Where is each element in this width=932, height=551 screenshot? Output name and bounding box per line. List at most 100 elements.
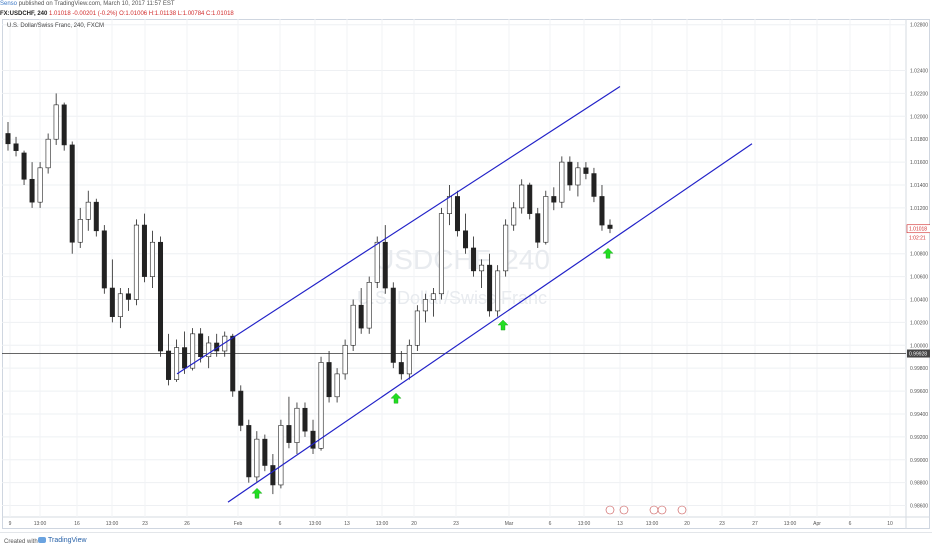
x-tick-label: Apr	[813, 521, 821, 527]
publish-text: published on TradingView.com, March 10, …	[17, 1, 175, 7]
candle-body-up	[334, 373, 340, 398]
event-flag-icon	[677, 505, 687, 515]
candle-body-up	[174, 347, 180, 380]
tradingview-brand: TradingView	[48, 537, 87, 544]
countdown-label: 1:02:21	[909, 236, 926, 242]
event-flag-icon	[619, 505, 629, 515]
last-price-label: 1.01018	[909, 227, 927, 233]
x-tick-label: 16	[74, 521, 80, 527]
channel-lower-line	[227, 143, 753, 503]
candle-body-up	[53, 104, 59, 140]
candle-body-up	[278, 425, 284, 486]
candle-body-down	[326, 362, 332, 398]
candle-body-up	[37, 167, 43, 203]
y-tick-label: 1.01200	[910, 206, 928, 212]
candle-body-down	[262, 438, 268, 466]
x-tick-label: 13:00	[578, 521, 591, 527]
symbol-info: FX:USDCHF, 240 1.01018 -0.00201 (-0.2%) …	[0, 10, 932, 18]
candle-body-down	[583, 167, 589, 174]
candle-body-down	[487, 264, 493, 312]
candle-body-down	[270, 465, 276, 486]
candle-body-up	[117, 293, 123, 317]
candle-body-down	[535, 213, 541, 243]
candle-body-down	[101, 230, 107, 289]
ohlc-values: O:1.01006 H:1.01138 L:1.00784 C:1.01018	[119, 11, 234, 17]
candlestick-chart[interactable]: 1.02800 1.02400 1.02200 1.02000 1.01800 1.016…	[2, 19, 930, 529]
x-tick-label: 10	[887, 521, 893, 527]
y-tick-label: 1.00000	[910, 343, 928, 349]
y-tick-label: 1.02400	[910, 69, 928, 75]
candle-body-down	[471, 247, 477, 272]
x-tick-label: 26	[184, 521, 190, 527]
last-price-label-bg	[906, 224, 930, 234]
candle-body-up	[543, 196, 549, 243]
x-tick-label: 20	[411, 521, 417, 527]
candle-body-up	[422, 299, 428, 312]
x-tick-label: 9	[9, 521, 12, 527]
candle-body-down	[382, 241, 388, 289]
y-tick-label: 1.01800	[910, 137, 928, 143]
candle-body-up	[149, 241, 155, 277]
candle-body-down	[61, 104, 67, 146]
y-tick-label: 0.98800	[910, 481, 928, 487]
y-tick-label: 1.02000	[910, 114, 928, 120]
candle-body-up	[45, 138, 51, 169]
x-tick-label: Mar	[505, 521, 514, 527]
y-tick-label: 1.01600	[910, 160, 928, 166]
candle-body-down	[527, 184, 533, 214]
y-tick-label: 0.99800	[910, 366, 928, 372]
x-tick-label: Feb	[234, 521, 243, 527]
candle-body-down	[358, 304, 364, 329]
candle-body-down	[21, 152, 27, 180]
x-tick-label: 27	[752, 521, 758, 527]
candle-body-up	[133, 224, 139, 300]
x-tick-label: 13	[344, 521, 350, 527]
candle-body-up	[575, 167, 581, 186]
x-tick-label: 13:00	[34, 521, 47, 527]
candle-body-up	[342, 344, 348, 375]
candle-body-up	[495, 270, 501, 312]
candle-body-down	[591, 173, 597, 197]
x-tick-label: 13:00	[784, 521, 797, 527]
candle-body-up	[374, 241, 380, 283]
candle-body-down	[302, 407, 308, 432]
x-tick-label: 13:00	[376, 521, 389, 527]
footer: Created with TradingView	[0, 532, 932, 551]
tradingview-logo[interactable]: TradingView	[38, 537, 87, 544]
x-tick-label: 6	[279, 521, 282, 527]
candle-body-down	[463, 230, 469, 249]
up-arrow-marker	[497, 319, 509, 331]
candle-body-down	[166, 350, 172, 380]
candle-body-up	[519, 184, 525, 209]
candle-body-down	[125, 293, 131, 300]
candle-body-down	[246, 425, 252, 478]
x-tick-label: 13:00	[106, 521, 119, 527]
candle-body-down	[182, 347, 188, 369]
candle-body-up	[414, 310, 420, 346]
y-tick-label: 0.98600	[910, 504, 928, 510]
candle-body-up	[206, 342, 212, 358]
up-arrow-marker	[390, 392, 402, 404]
candle-body-down	[29, 178, 35, 203]
y-tick-label: 1.00800	[910, 252, 928, 258]
x-tick-label: 23	[142, 521, 148, 527]
y-tick-label: 0.99200	[910, 435, 928, 441]
candle-body-up	[406, 344, 412, 375]
channel-upper-line	[176, 86, 621, 375]
event-flag-icon	[649, 505, 659, 515]
x-tick-label: 23	[453, 521, 459, 527]
candle-body-up	[294, 407, 300, 443]
horizontal-line-label-bg	[907, 349, 930, 358]
symbol-label[interactable]: FX:USDCHF, 240	[0, 11, 48, 17]
event-flag-icon	[657, 505, 667, 515]
y-tick-label: 0.99600	[910, 389, 928, 395]
candle-body-down	[93, 201, 99, 232]
candle-body-down	[13, 143, 19, 151]
price-change: -0.00201 (-0.2%)	[72, 11, 118, 17]
x-tick-label: 13	[617, 521, 623, 527]
y-tick-label: 1.00600	[910, 275, 928, 281]
chart-frame[interactable]	[2, 19, 930, 529]
author-link[interactable]: Senso	[0, 1, 18, 7]
candle-body-down	[230, 335, 236, 392]
candle-body-down	[599, 196, 605, 226]
